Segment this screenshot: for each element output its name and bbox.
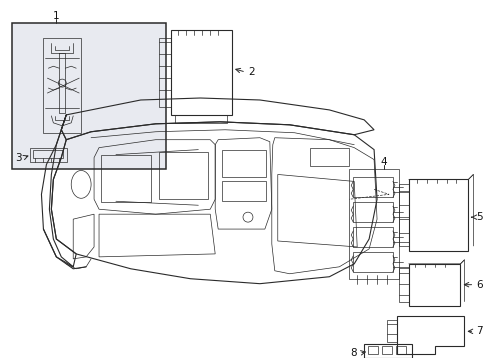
Bar <box>101 154 150 202</box>
Text: 3: 3 <box>15 153 21 163</box>
Bar <box>222 181 265 201</box>
Bar <box>381 346 391 354</box>
Text: 8: 8 <box>350 348 356 358</box>
Bar <box>367 346 377 354</box>
Bar <box>12 23 165 170</box>
Text: 1: 1 <box>53 10 60 21</box>
Text: 4: 4 <box>380 157 386 167</box>
Text: 7: 7 <box>475 327 482 336</box>
Bar <box>158 152 208 199</box>
Bar <box>222 150 265 177</box>
Text: 2: 2 <box>247 67 254 77</box>
Bar <box>309 148 348 166</box>
Text: 5: 5 <box>475 212 482 222</box>
Text: 6: 6 <box>475 280 482 290</box>
Bar <box>395 346 405 354</box>
